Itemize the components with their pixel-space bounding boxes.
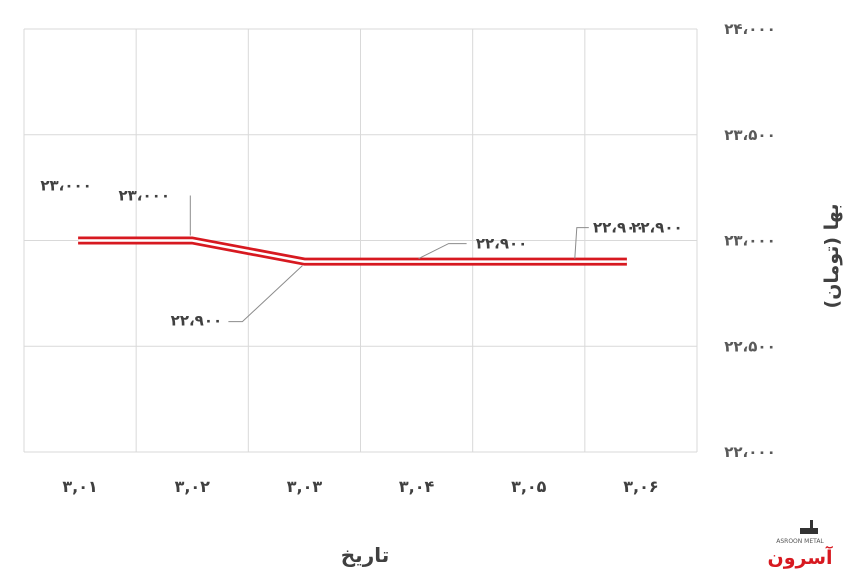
- data-label: ۲۲،۹۰۰: [593, 219, 644, 237]
- series-line: [78, 236, 627, 266]
- data-label-leader: [418, 243, 467, 260]
- logo-text: آسرون: [767, 545, 833, 569]
- y-tick-label: ۲۲،۰۰۰: [724, 443, 775, 461]
- axes: ۲۲،۰۰۰ ۲۲،۵۰۰ ۲۳،۰۰۰ ۲۳،۵۰۰ ۲۴،۰۰۰ ۳,۰۱ ۳,۰۲ ۳,…: [62, 20, 775, 496]
- x-tick-label: ۳,۰۱: [62, 477, 97, 496]
- leader-lines: [189, 195, 589, 323]
- y-tick-label: ۲۲،۵۰۰: [724, 337, 775, 355]
- logo-subtext: ASROON METAL: [776, 538, 824, 545]
- asroon-logo: ASROON METAL آسرون: [767, 520, 833, 569]
- data-label: ۲۲،۹۰۰: [171, 312, 222, 330]
- y-axis-title: بها (تومان): [821, 204, 843, 309]
- x-tick-label: ۳,۰۴: [399, 477, 435, 496]
- x-tick-label: ۳,۰۲: [175, 477, 211, 496]
- x-tick-label: ۳,۰۳: [287, 477, 323, 496]
- y-tick-label: ۲۳،۵۰۰: [724, 126, 775, 144]
- y-tick-label: ۲۳،۰۰۰: [724, 232, 775, 250]
- data-label: ۲۲،۹۰۰: [631, 219, 682, 237]
- logo-hammer-icon: [810, 520, 813, 530]
- data-label-leader: [574, 227, 589, 259]
- x-axis-title: تاریخ: [341, 543, 389, 567]
- logo-anvil-icon: [800, 528, 818, 534]
- data-label: ۲۳،۰۰۰: [119, 187, 170, 205]
- x-tick-label: ۳,۰۵: [511, 477, 547, 496]
- y-tick-label: ۲۴،۰۰۰: [724, 20, 775, 38]
- data-label: ۲۲،۹۰۰: [476, 235, 527, 253]
- data-label: ۲۳،۰۰۰: [40, 177, 91, 195]
- series-line-core: [78, 239, 627, 263]
- data-label-leader: [228, 265, 303, 323]
- series-layer: [78, 236, 627, 266]
- x-tick-label: ۳,۰۶: [623, 477, 658, 496]
